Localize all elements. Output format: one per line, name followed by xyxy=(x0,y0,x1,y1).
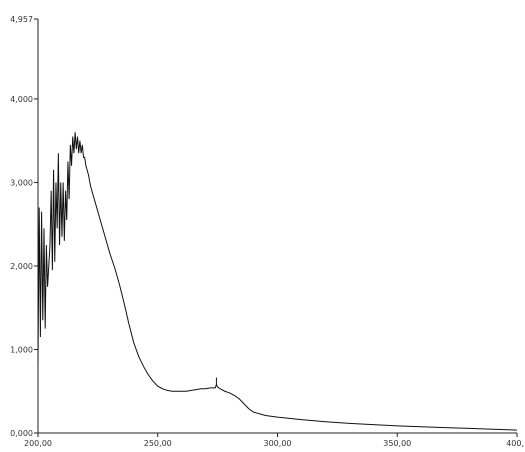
x-tick-label: 300,00 xyxy=(264,439,292,448)
y-tick-label: 4,000 xyxy=(10,95,33,104)
y-tick-label: 4,957 xyxy=(10,15,33,24)
y-tick-label: 2,000 xyxy=(10,262,33,271)
y-ticks: 0,000 1,000 2,000 3,000 4,000 4,957 xyxy=(10,15,38,438)
x-ticks: 200,00 250,00 300,00 350,00 400, xyxy=(24,433,524,448)
spectrum-line xyxy=(37,132,518,431)
x-tick-label: 350,00 xyxy=(383,439,411,448)
y-tick-label: 0,000 xyxy=(10,429,33,438)
x-tick-label: 200,00 xyxy=(24,439,52,448)
y-tick-label: 1,000 xyxy=(10,345,33,354)
y-tick-label: 3,000 xyxy=(10,178,33,187)
x-tick-label: 400, xyxy=(506,439,524,448)
x-tick-label: 250,00 xyxy=(144,439,172,448)
